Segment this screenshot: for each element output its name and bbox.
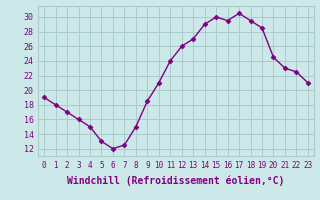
X-axis label: Windchill (Refroidissement éolien,°C): Windchill (Refroidissement éolien,°C): [67, 175, 285, 186]
